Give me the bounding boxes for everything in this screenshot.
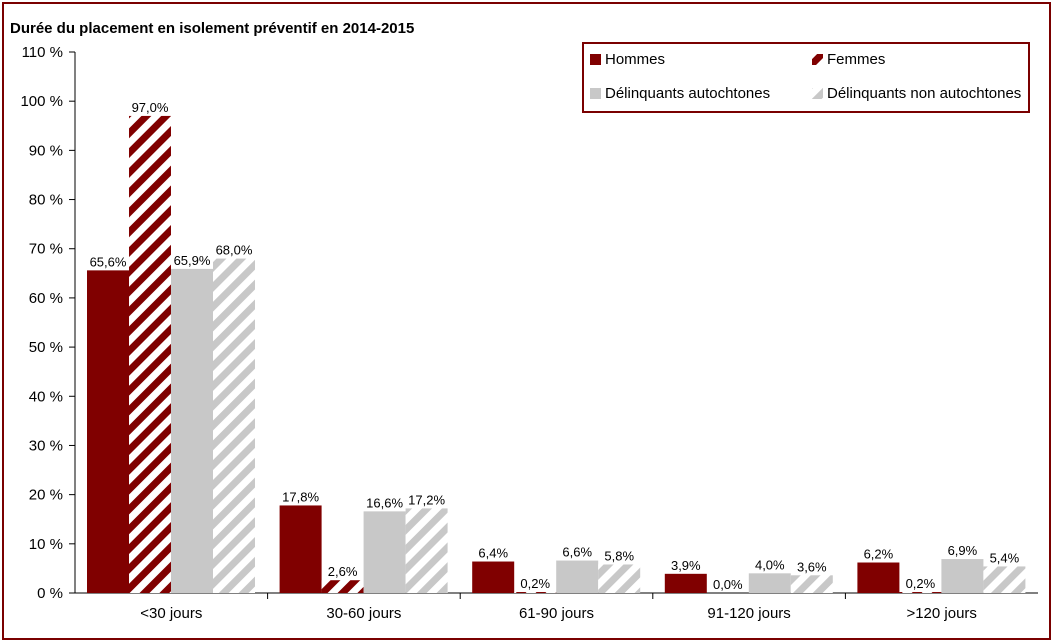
data-label: 6,4% — [478, 546, 508, 561]
data-label: 68,0% — [216, 243, 253, 258]
bar-4 — [213, 258, 255, 593]
legend-swatch — [812, 88, 823, 99]
x-tick-label: <30 jours — [140, 605, 202, 622]
data-label: 17,2% — [408, 492, 445, 507]
chart-title: Durée du placement en isolement préventi… — [10, 20, 414, 37]
data-label: 6,9% — [948, 543, 978, 558]
y-tick-label: 100 % — [20, 93, 63, 110]
bar-1 — [87, 270, 129, 593]
bar-1 — [664, 573, 707, 593]
y-axis: 0 % 10 % 20 % 30 % 40 % 50 % 60 % 70 % 80 % 90 % 1… — [20, 44, 76, 602]
data-label: 65,9% — [174, 253, 211, 268]
x-tick-label: 91-120 jours — [707, 605, 790, 622]
y-tick-label: 0 % — [37, 585, 63, 602]
y-tick-label: 50 % — [29, 339, 63, 356]
data-label: 3,6% — [797, 559, 827, 574]
bars — [87, 115, 1026, 593]
x-tick-label: 61-90 jours — [519, 605, 594, 622]
x-axis: <30 jours 30-60 jours 61-90 jours 91-120 jo… — [75, 592, 1038, 622]
bar-4 — [405, 508, 448, 593]
data-label: 0,2% — [520, 576, 550, 591]
bar-4 — [598, 564, 641, 593]
bar-3 — [748, 573, 791, 593]
y-tick-label: 70 % — [29, 241, 63, 258]
data-label: 0,0% — [713, 577, 743, 592]
x-tick-label: >120 jours — [906, 605, 976, 622]
legend-swatch — [590, 54, 601, 65]
legend-label: Hommes — [605, 51, 665, 68]
data-label: 65,6% — [90, 254, 127, 269]
legend: Hommes Femmes Délinquants autochtones Délin… — [582, 42, 1030, 113]
data-label: 6,6% — [562, 545, 592, 560]
legend-label: Femmes — [827, 51, 885, 68]
data-label: 6,2% — [864, 547, 894, 562]
y-tick-label: 110 % — [22, 44, 63, 61]
bar-3 — [363, 511, 406, 593]
bar-2 — [899, 592, 942, 593]
y-tick-label: 30 % — [29, 437, 63, 454]
legend-swatch — [590, 88, 601, 99]
bar-2 — [321, 580, 364, 593]
y-tick-label: 40 % — [29, 388, 63, 405]
x-tick-label: 30-60 jours — [326, 605, 401, 622]
bar-1 — [472, 561, 515, 593]
bar-3 — [556, 560, 599, 593]
legend-label: Délinquants autochtones — [605, 85, 770, 102]
data-label: 2,6% — [328, 564, 358, 579]
legend-label: Délinquants non autochtones — [827, 85, 1021, 102]
bar-1 — [279, 505, 322, 593]
bar-2 — [129, 115, 171, 593]
bar-4 — [983, 566, 1026, 593]
bar-3 — [171, 268, 213, 593]
bar-2 — [514, 592, 557, 593]
data-label: 3,9% — [671, 558, 701, 573]
data-label: 17,8% — [282, 489, 319, 504]
y-tick-label: 10 % — [29, 536, 63, 553]
y-tick-label: 20 % — [29, 487, 63, 504]
data-label: 5,8% — [604, 548, 634, 563]
data-labels: 65,6% 97,0% 65,9% 68,0% 17,8% 2,6% 16,6% 17,2% 6… — [90, 100, 1020, 592]
legend-box — [582, 42, 1030, 113]
y-tick-label: 60 % — [29, 290, 63, 307]
legend-swatch — [812, 54, 823, 65]
bar-1 — [857, 562, 900, 593]
data-label: 0,2% — [906, 576, 936, 591]
bar-3 — [941, 559, 984, 593]
data-label: 16,6% — [366, 495, 403, 510]
y-tick-label: 80 % — [29, 192, 63, 209]
data-label: 5,4% — [990, 550, 1020, 565]
data-label: 4,0% — [755, 557, 785, 572]
data-label: 97,0% — [132, 100, 169, 115]
y-tick-label: 90 % — [29, 142, 63, 159]
bar-4 — [790, 575, 833, 593]
